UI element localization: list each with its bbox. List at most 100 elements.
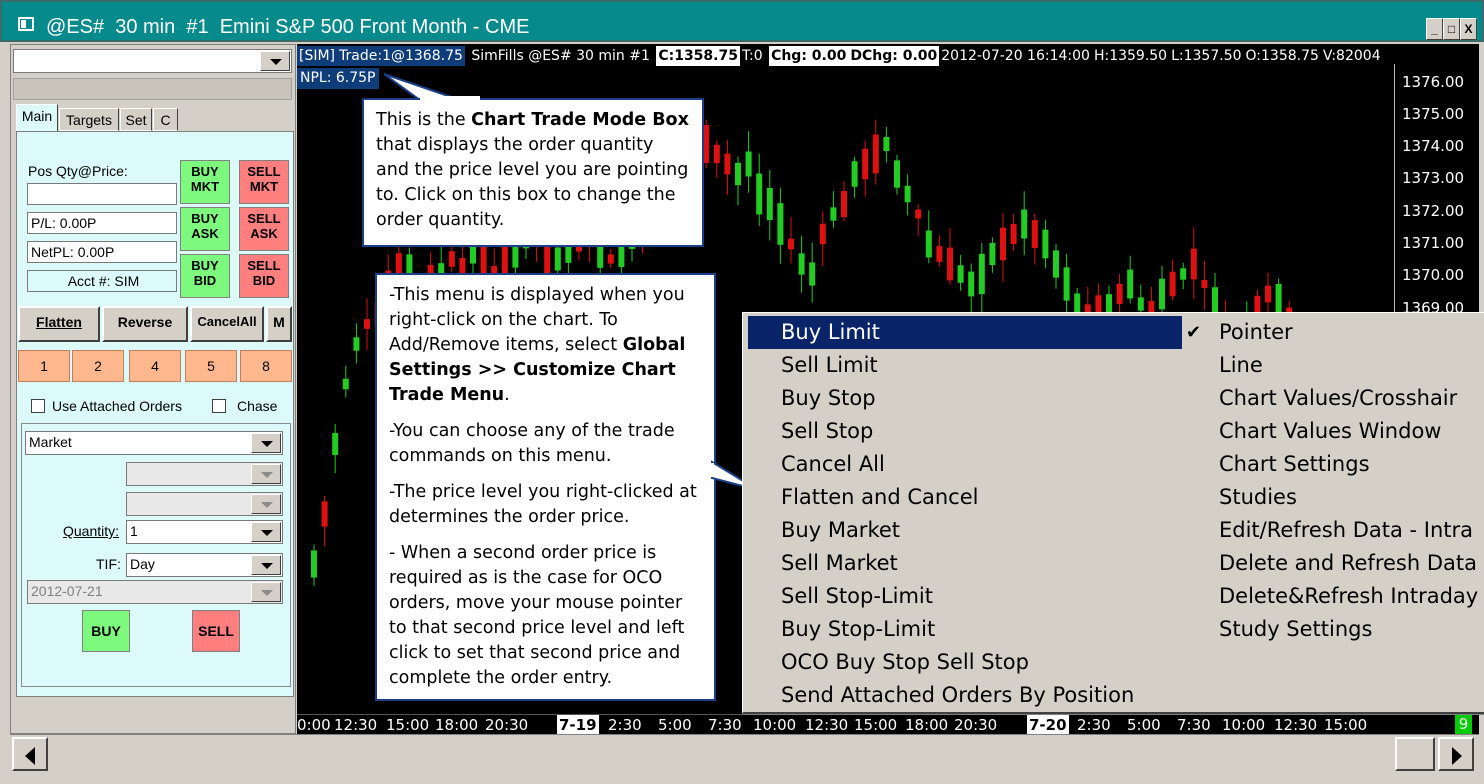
chevron-down-icon[interactable] <box>251 433 281 453</box>
chase-checkbox[interactable] <box>212 399 226 413</box>
symbol-combo[interactable] <box>13 49 292 73</box>
tab-c[interactable]: C <box>153 108 178 131</box>
horizontal-scrollbar[interactable] <box>10 734 1479 772</box>
candle-body <box>809 262 816 286</box>
candle-body <box>353 337 360 351</box>
close-button[interactable]: X <box>1460 18 1477 40</box>
menu-item-sell-stop-limit[interactable]: Sell Stop-Limit <box>781 584 933 608</box>
pl-field: P/L: 0.00P <box>27 212 177 234</box>
callout-bold-text: Chart Trade Mode Box <box>471 110 689 130</box>
candle-body <box>607 254 614 264</box>
qty-preset-4[interactable]: 4 <box>129 350 181 382</box>
callout-paragraph: -You can choose any of the trade command… <box>389 421 675 466</box>
menu-item-line[interactable]: Line <box>1219 353 1263 377</box>
menu-item-flatten-and-cancel[interactable]: Flatten and Cancel <box>781 485 979 509</box>
checkmark-icon: ✔ <box>1186 322 1202 342</box>
scroll-right-button[interactable] <box>1438 737 1474 771</box>
chevron-down-icon[interactable] <box>260 51 290 71</box>
time-axis: 0:00 12:30 15:00 18:00 20:30 7-19 2:30 5… <box>297 714 1479 734</box>
menu-item-sell-market[interactable]: Sell Market <box>781 551 898 575</box>
chevron-down-icon[interactable] <box>251 522 281 542</box>
use-attached-orders-checkbox[interactable] <box>31 399 45 413</box>
buy-market-button[interactable]: BUY MKT <box>180 160 230 204</box>
candle-body <box>1000 227 1006 261</box>
menu-item-studies[interactable]: Studies <box>1219 485 1297 509</box>
menu-item-cancel-all[interactable]: Cancel All <box>781 452 885 476</box>
candle-body <box>1137 297 1144 311</box>
buy-bid-button[interactable]: BUY BID <box>180 254 230 298</box>
menu-item-send-attached-orders[interactable]: Send Attached Orders By Position <box>781 683 1135 707</box>
scroll-left-button[interactable] <box>12 737 48 771</box>
tif-select[interactable]: Day <box>126 553 283 577</box>
candle-body <box>1116 284 1123 304</box>
chart-trade-mode-box[interactable]: Trade:1@1368.75 <box>337 46 465 66</box>
candle-body <box>512 230 519 268</box>
menu-item-sell-limit[interactable]: Sell Limit <box>781 353 878 377</box>
arrow-right-icon <box>1452 747 1462 765</box>
menu-item-chart-values-window[interactable]: Chart Values Window <box>1219 419 1442 443</box>
candle-body <box>470 244 476 264</box>
candle-body <box>735 162 741 186</box>
chevron-down-icon <box>251 582 281 602</box>
menu-item-chart-values-crosshair[interactable]: Chart Values/Crosshair <box>1219 386 1458 410</box>
window-title: @ES# 30 min #1 Emini S&P 500 Front Month… <box>46 16 530 38</box>
date-label: 7-20 <box>1027 715 1069 734</box>
quantity-field[interactable]: 1 <box>126 520 283 544</box>
cancel-all-button[interactable]: CancelAll <box>190 306 264 342</box>
menu-item-study-settings[interactable]: Study Settings <box>1219 617 1373 641</box>
menu-item-sell-stop[interactable]: Sell Stop <box>781 419 874 443</box>
qty-preset-2[interactable]: 2 <box>72 350 124 382</box>
buy-ask-button[interactable]: BUY ASK <box>180 207 230 251</box>
candle-body <box>925 230 932 258</box>
candle-body <box>841 191 847 217</box>
menu-item-delete-and-refresh-data[interactable]: Delete and Refresh Data <box>1219 551 1477 575</box>
menu-item-edit-refresh-data[interactable]: Edit/Refresh Data - Intra <box>1219 518 1474 542</box>
menu-item-buy-limit[interactable]: Buy Limit <box>781 320 880 344</box>
more-button[interactable]: M <box>266 306 292 342</box>
account-field[interactable]: Acct #: SIM <box>27 270 177 292</box>
maximize-button[interactable]: □ <box>1443 18 1460 40</box>
tab-set[interactable]: Set <box>120 108 152 131</box>
scroll-thumb[interactable] <box>1395 737 1435 771</box>
menu-item-buy-market[interactable]: Buy Market <box>781 518 901 542</box>
sell-market-button[interactable]: SELL MKT <box>239 160 289 204</box>
menu-item-pointer[interactable]: Pointer <box>1219 320 1293 344</box>
buy-button[interactable]: BUY <box>82 610 130 652</box>
candle-body <box>947 247 953 281</box>
time-label: 20:30 <box>954 716 998 734</box>
sim-badge: [SIM] <box>297 46 338 66</box>
sell-bid-button[interactable]: SELL BID <box>239 254 289 298</box>
candle-body <box>554 247 561 271</box>
chevron-down-icon[interactable] <box>251 555 281 575</box>
low-value: L:1357.50 <box>1171 48 1242 64</box>
qty-preset-5[interactable]: 5 <box>185 350 237 382</box>
reverse-button[interactable]: Reverse <box>102 306 188 342</box>
time-label: 12:30 <box>1274 716 1318 734</box>
time-label: 10:00 <box>1222 716 1266 734</box>
chart-window-icon[interactable] <box>18 17 34 31</box>
qty-preset-1[interactable]: 1 <box>18 350 70 382</box>
candle-body <box>1127 269 1134 299</box>
tab-main[interactable]: Main <box>16 104 58 132</box>
price-label: 1375.00 <box>1402 105 1465 123</box>
menu-item-delete-refresh-intraday[interactable]: Delete&Refresh Intraday <box>1219 584 1479 608</box>
sell-ask-button[interactable]: SELL ASK <box>239 207 289 251</box>
menu-item-buy-stop-limit[interactable]: Buy Stop-Limit <box>781 617 936 641</box>
chg-value: Chg: 0.00 <box>769 46 849 66</box>
flatten-button[interactable]: Flatten <box>18 306 100 342</box>
minimize-button[interactable]: _ <box>1426 18 1443 40</box>
order-type-select[interactable]: Market <box>25 431 283 455</box>
menu-item-chart-settings[interactable]: Chart Settings <box>1219 452 1370 476</box>
good-till-date-field: 2012-07-21 <box>27 580 283 604</box>
menu-item-oco-buy-stop-sell-stop[interactable]: OCO Buy Stop Sell Stop <box>781 650 1029 674</box>
candle-body <box>480 245 487 283</box>
qty-preset-8[interactable]: 8 <box>240 350 292 382</box>
tab-targets[interactable]: Targets <box>59 108 119 131</box>
candle-body <box>851 161 858 187</box>
candle-body <box>1010 224 1017 244</box>
sell-button[interactable]: SELL <box>192 610 240 652</box>
candle-body <box>1265 285 1271 303</box>
menu-item-buy-stop[interactable]: Buy Stop <box>781 386 876 410</box>
candle-body <box>745 151 752 177</box>
time-label: 18:00 <box>905 716 949 734</box>
